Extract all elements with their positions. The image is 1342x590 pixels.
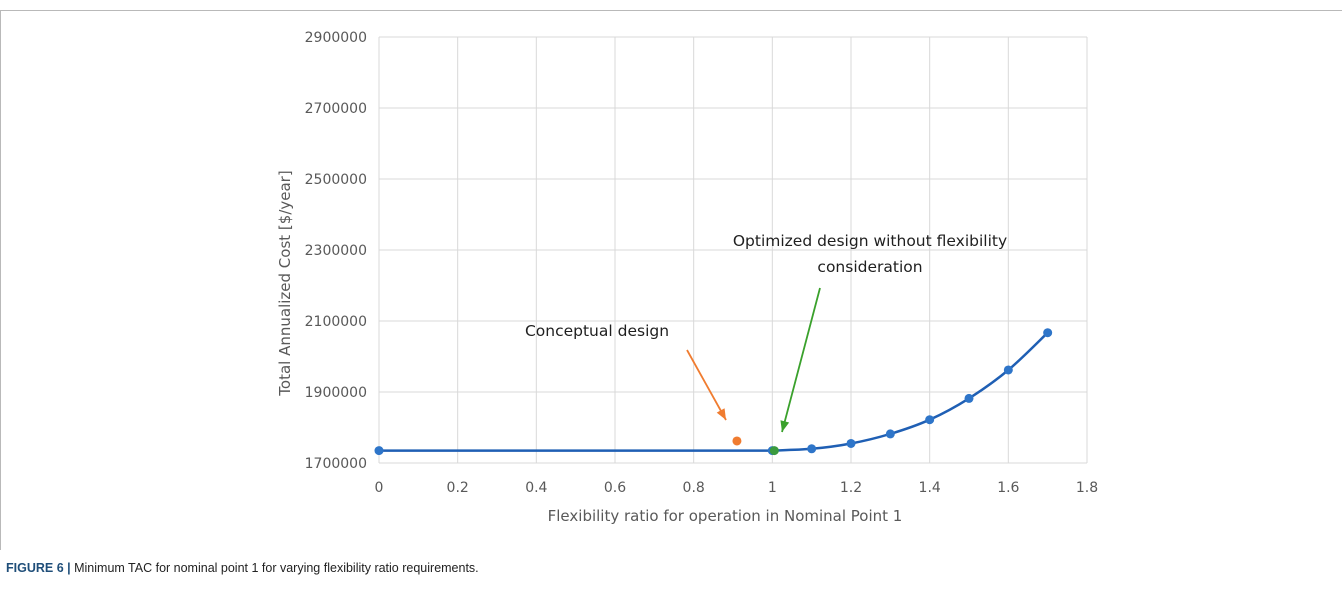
annotation-optimized-design-line1: Optimized design without flexibility [733, 232, 1007, 250]
x-tick-label: 0 [375, 480, 384, 496]
series-marker [1003, 365, 1013, 375]
x-tick-label: 1 [768, 480, 777, 496]
series-marker [1043, 328, 1053, 338]
y-tick-labels: 1700000 1900000 2100000 2300000 2500000 27000… [305, 30, 367, 472]
series-marker [846, 438, 856, 448]
y-tick-label: 2300000 [305, 243, 367, 259]
series-marker [885, 429, 895, 439]
optimized-design-arrow [781, 287, 821, 433]
x-tick-label: 0.8 [683, 480, 705, 496]
annotation-conceptual-design: Conceptual design [525, 322, 669, 340]
conceptual-design-arrow [686, 349, 727, 421]
x-tick-label: 0.6 [604, 480, 626, 496]
x-axis-title: Flexibility ratio for operation in Nomin… [548, 507, 903, 525]
optimized-design-point [769, 446, 779, 456]
y-axis-title: Total Annualized Cost [$/year] [276, 170, 294, 396]
figure-caption: FIGURE 6 | Minimum TAC for nominal point… [6, 561, 479, 575]
frame-top-rule [0, 10, 1342, 11]
y-tick-label: 2700000 [305, 101, 367, 117]
y-tick-label: 1900000 [305, 385, 367, 401]
series-marker [374, 446, 384, 456]
highlight-points [732, 436, 779, 456]
x-tick-label: 1.2 [840, 480, 862, 496]
conceptual-design-arrow-head [716, 408, 726, 420]
x-tick-label: 0.4 [525, 480, 547, 496]
y-tick-label: 1700000 [305, 456, 367, 472]
y-tick-label: 2900000 [305, 30, 367, 46]
x-tick-label: 0.2 [447, 480, 469, 496]
optimized-design-arrow-head [780, 420, 790, 432]
series-marker [807, 444, 817, 454]
x-tick-labels: 0 0.2 0.4 0.6 0.8 1 1.2 1.4 1.6 1.8 [375, 480, 1099, 496]
grid-lines [378, 36, 1088, 464]
conceptual-design-point [732, 436, 742, 446]
y-tick-label: 2100000 [305, 314, 367, 330]
annotation-optimized-design-line2: consideration [817, 258, 922, 276]
figure-frame [0, 10, 1342, 550]
x-tick-label: 1.4 [919, 480, 941, 496]
y-tick-label: 2500000 [305, 172, 367, 188]
line-chart: 1700000 1900000 2100000 2300000 2500000 27000… [276, 30, 1099, 525]
frame-left-rule [0, 10, 1, 550]
annotation-arrows [686, 287, 821, 433]
x-tick-label: 1.6 [997, 480, 1019, 496]
caption-label: FIGURE 6 | [6, 561, 71, 575]
series-marker [964, 393, 974, 403]
series-marker [925, 415, 935, 425]
x-tick-label: 1.8 [1076, 480, 1098, 496]
caption-text: Minimum TAC for nominal point 1 for vary… [74, 561, 479, 575]
